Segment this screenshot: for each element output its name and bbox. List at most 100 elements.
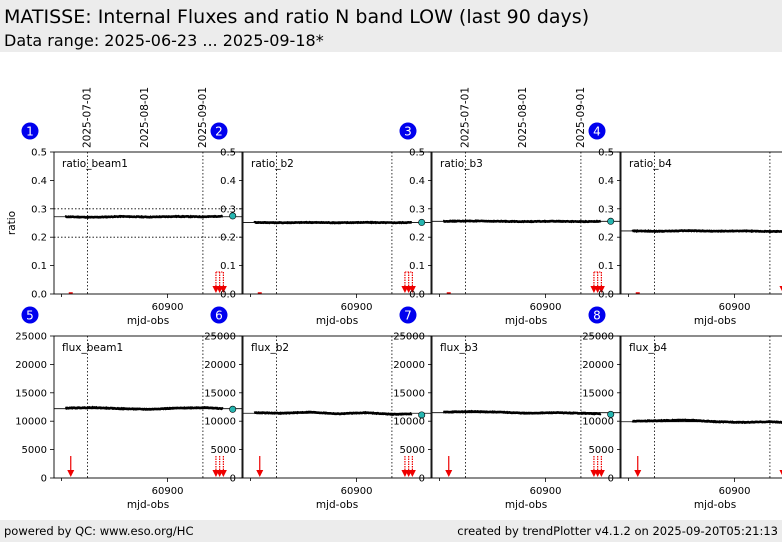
page-header: MATISSE: Internal Fluxes and ratio N ban…: [0, 0, 782, 52]
subplot-8: 050001000015000200002500060900flux_b4mjd…: [582, 306, 782, 511]
plot-number: 3: [404, 125, 412, 139]
plot-number-badge: [399, 306, 417, 324]
x-tick-label: 60900: [152, 302, 184, 313]
x-tick-label: 60900: [530, 302, 562, 313]
y-tick-label: 0: [419, 474, 425, 485]
plot-number: 5: [26, 309, 34, 323]
plot-label: ratio_b3: [440, 158, 483, 170]
data-series: [253, 220, 412, 225]
subplot-7: 050001000015000200002500060900flux_b3mjd…: [393, 306, 621, 511]
y-tick-label: 0.0: [220, 290, 236, 301]
last-point: [607, 410, 615, 418]
plot-label: ratio_b4: [629, 158, 672, 170]
plot-frame: [620, 151, 782, 295]
plot-number: 8: [593, 309, 601, 323]
date-tick-label: 2025-07-01: [460, 87, 472, 148]
plot-label: flux_b2: [251, 342, 289, 354]
date-tick-label: 2025-09-01: [197, 87, 209, 148]
y-tick-label: 0.5: [409, 148, 425, 159]
y-tick-label: 0.1: [598, 261, 614, 272]
y-tick-label: 0.2: [31, 233, 47, 244]
plot-label: flux_beam1: [62, 342, 123, 354]
footer-created: created by trendPlotter v4.1.2 on 2025-0…: [457, 524, 778, 538]
y-tick-label: 15000: [582, 388, 614, 399]
x-tick-label: 60900: [341, 486, 373, 497]
plot-frame: [242, 151, 432, 295]
y-tick-label: 0.0: [409, 290, 425, 301]
data-series: [631, 418, 782, 425]
plot-frame: [431, 151, 621, 295]
y-tick-label: 0.3: [31, 204, 47, 215]
y-tick-label: 20000: [204, 360, 236, 371]
x-tick-label: 60900: [152, 486, 184, 497]
y-tick-label: 0.5: [31, 148, 47, 159]
alert-arrow: [67, 470, 75, 477]
y-tick-label: 10000: [393, 417, 425, 428]
last-point: [607, 217, 615, 225]
y-tick-label: 0.2: [220, 233, 236, 244]
alert-arrow: [779, 470, 782, 476]
y-tick-label: 0: [41, 474, 47, 485]
plot-number: 1: [26, 125, 34, 139]
plot-label: ratio_beam1: [62, 158, 128, 170]
plot-frame: [242, 335, 432, 479]
alert-arrow: [597, 470, 605, 477]
alert-arrow: [779, 286, 782, 292]
y-tick-label: 5000: [400, 445, 425, 456]
y-tick-label: 0.4: [220, 176, 236, 187]
data-series: [442, 219, 602, 224]
y-tick-label: 20000: [393, 360, 425, 371]
y-axis-label: ratio: [6, 211, 18, 235]
alert-arrow: [597, 286, 605, 293]
y-tick-label: 25000: [582, 332, 614, 343]
plot-label: flux_b3: [440, 342, 478, 354]
plot-number-badge: [588, 306, 606, 324]
y-tick-label: 15000: [204, 388, 236, 399]
plot-number: 6: [215, 309, 223, 323]
last-point: [418, 218, 426, 226]
x-axis-label: mjd-obs: [316, 315, 358, 327]
y-tick-label: 0: [230, 474, 236, 485]
plot-grid: 0.0 0.1 0.2 0.3 0.4 0.5 60900 ratio_beam1 mjd-ob…: [6, 87, 782, 511]
plot-number-badge: [21, 306, 39, 324]
date-tick-label: 2025-08-01: [517, 87, 529, 148]
x-axis-label: mjd-obs: [505, 499, 547, 511]
subplot-4: 0.0 0.1 0.2 0.3 0.4 0.5 60900 ratio_b4 mjd-obs 4: [588, 122, 782, 327]
alert-arrow: [408, 470, 416, 477]
y-tick-label: 5000: [22, 445, 47, 456]
y-tick-label: 25000: [393, 332, 425, 343]
subplot-3: 0.0 0.1 0.2 0.3 0.4 0.5 60900 ratio_b3 mjd-obs 3 2…: [399, 87, 621, 327]
y-tick-label: 20000: [582, 360, 614, 371]
alert-arrow: [445, 470, 453, 477]
alert-arrow: [219, 286, 227, 293]
plot-number-badge: [210, 306, 228, 324]
footer-credit: powered by QC: www.eso.org/HC: [4, 524, 194, 538]
y-tick-label: 25000: [204, 332, 236, 343]
last-point: [418, 411, 426, 419]
x-tick-label: 60900: [719, 302, 751, 313]
x-axis-label: mjd-obs: [127, 315, 169, 327]
y-tick-label: 5000: [211, 445, 236, 456]
plot-frame: [431, 335, 621, 479]
last-point: [229, 405, 237, 413]
data-series: [64, 214, 224, 220]
data-series: [443, 409, 602, 416]
x-axis-label: mjd-obs: [694, 499, 736, 511]
y-tick-label: 0.0: [31, 290, 47, 301]
y-tick-label: 0.4: [409, 176, 425, 187]
y-tick-label: 15000: [393, 388, 425, 399]
y-tick-label: 0.3: [409, 204, 425, 215]
y-tick-label: 0.3: [598, 204, 614, 215]
y-tick-label: 0.5: [220, 148, 236, 159]
y-tick-label: 10000: [582, 417, 614, 428]
plot-frame: [53, 335, 243, 479]
plot-label: ratio_b2: [251, 158, 294, 170]
data-series: [65, 405, 224, 411]
y-tick-label: 15000: [15, 388, 47, 399]
y-tick-label: 0.4: [31, 176, 47, 187]
plot-number: 4: [593, 125, 601, 139]
y-tick-label: 20000: [15, 360, 47, 371]
y-tick-label: 0: [608, 474, 614, 485]
y-tick-label: 0.5: [598, 148, 614, 159]
plot-frame: [620, 335, 782, 479]
